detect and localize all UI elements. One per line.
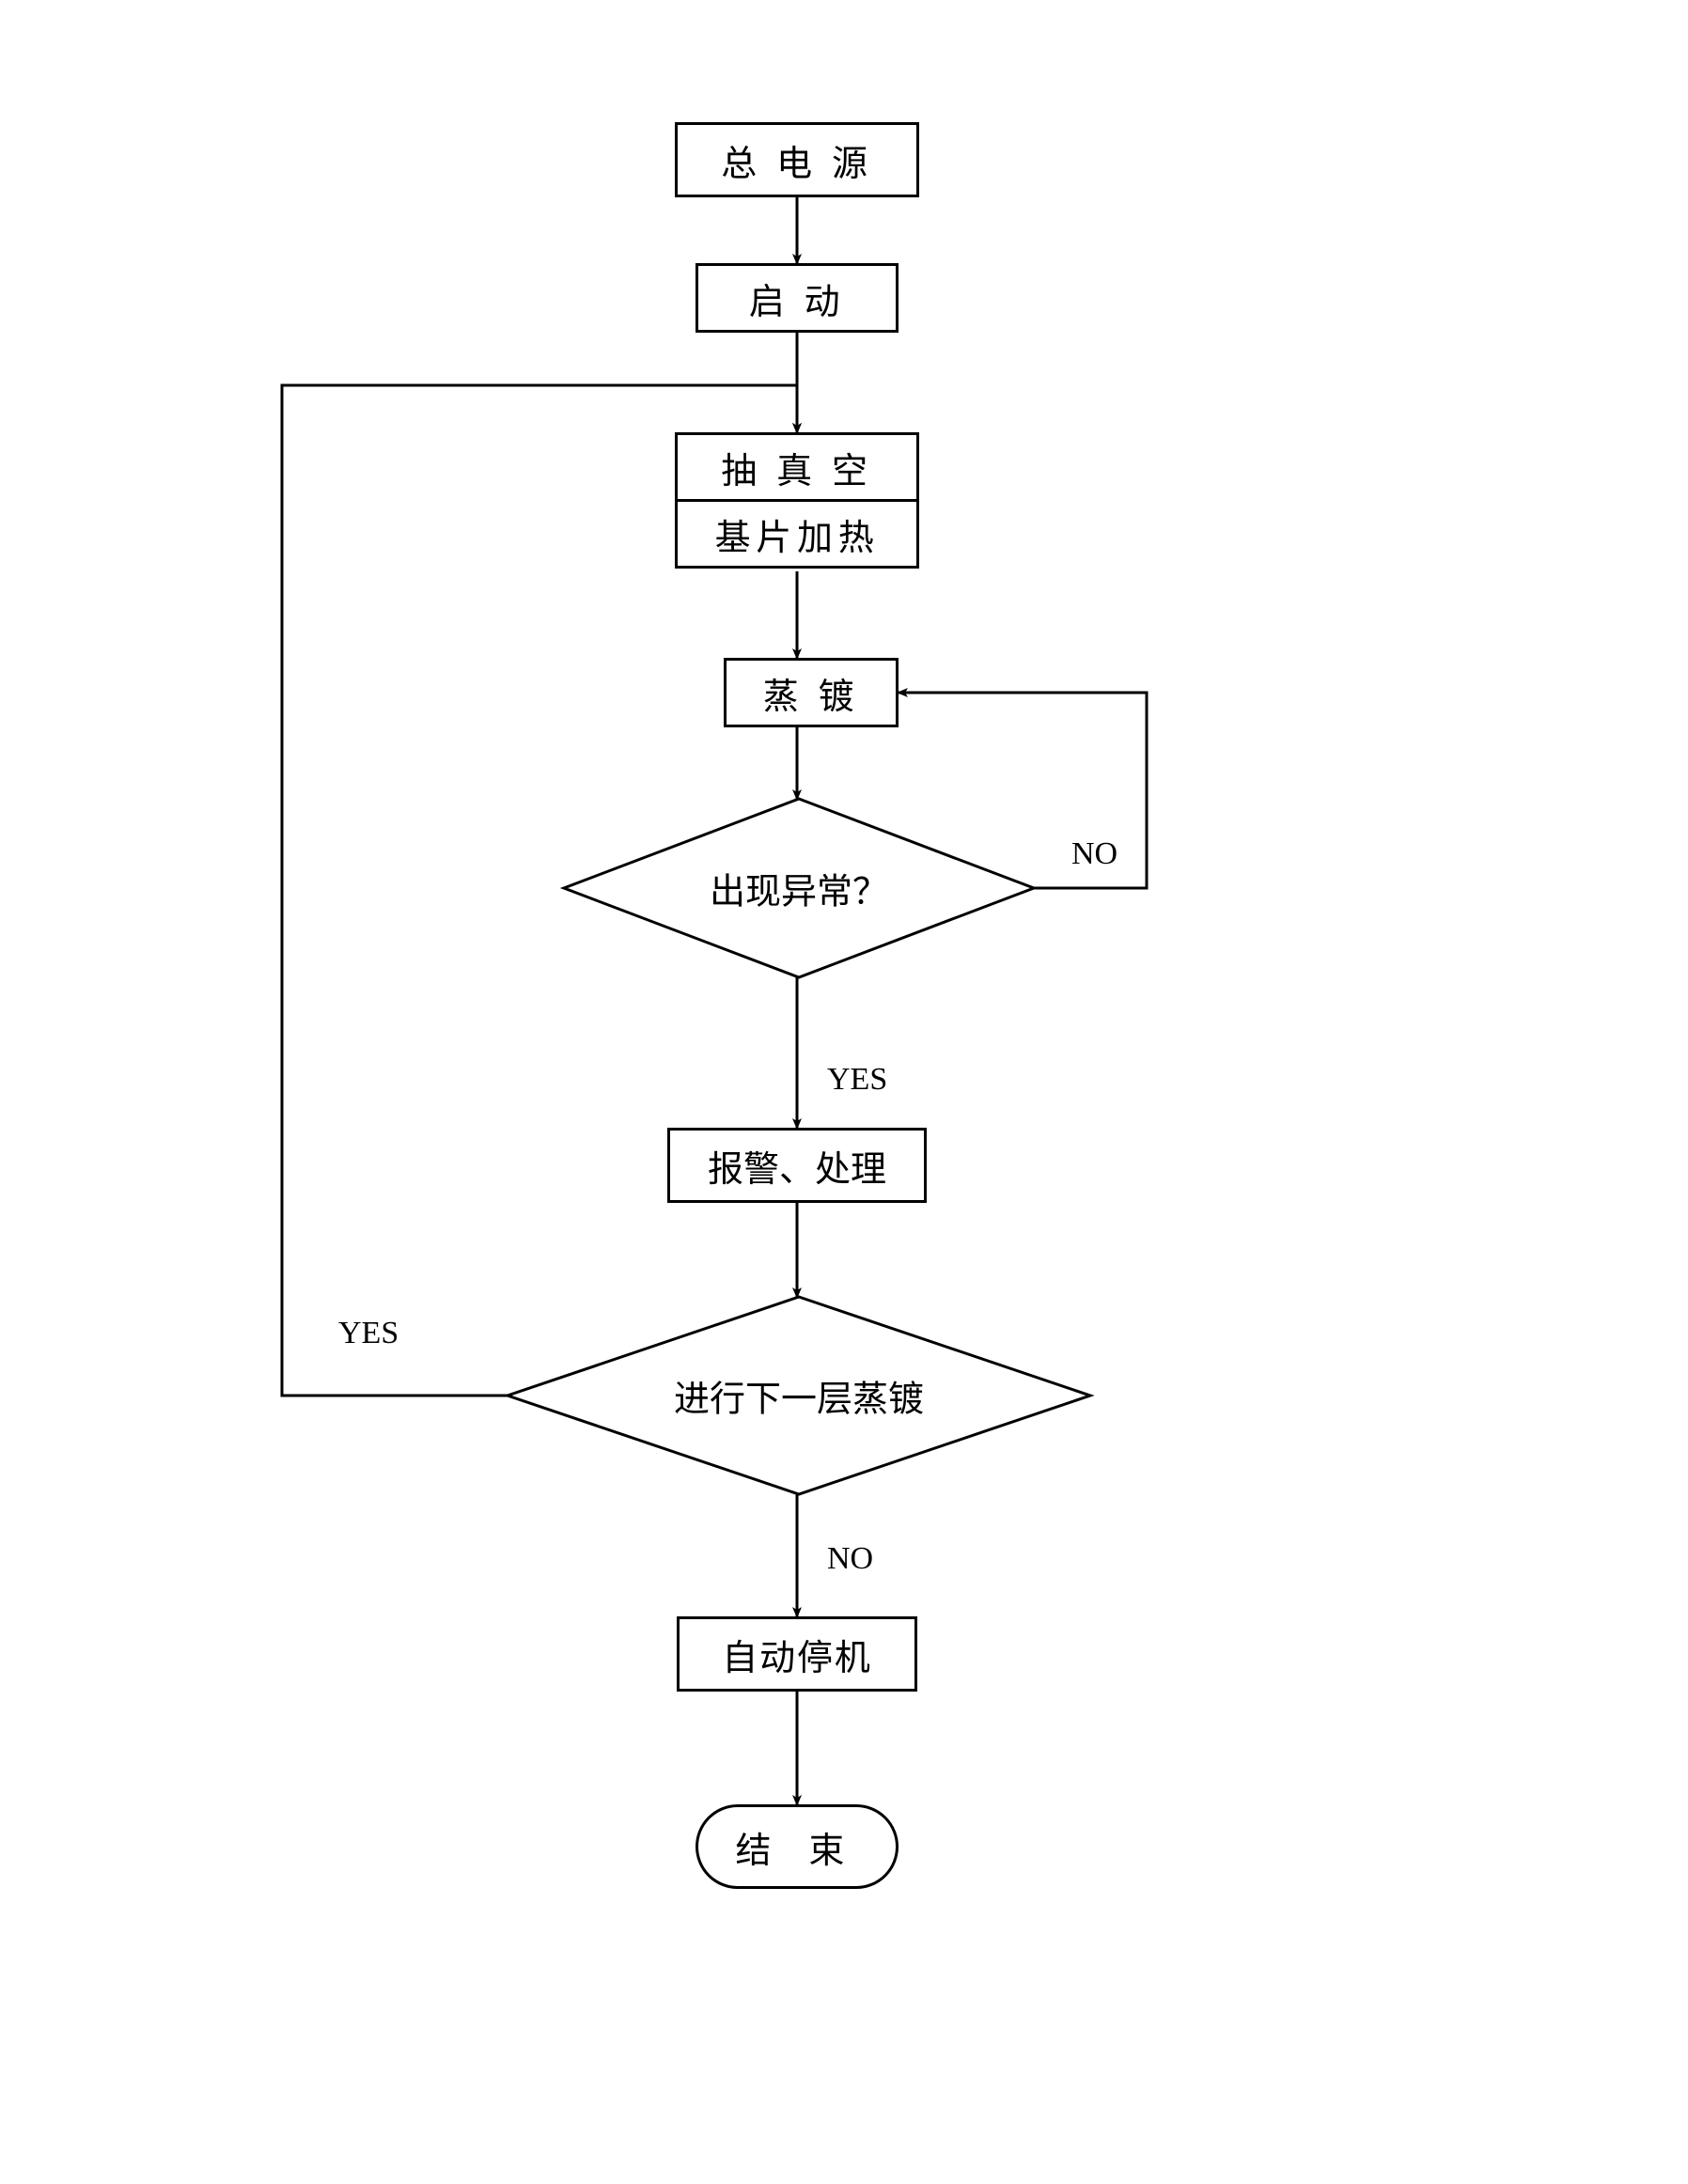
- node-label: 出现异常？: [710, 863, 888, 914]
- label-text: NO: [1071, 836, 1118, 871]
- node-label: 蒸 镀: [763, 667, 860, 719]
- label-text: YES: [338, 1316, 399, 1350]
- edge-label-d2-no: NO: [827, 1541, 873, 1577]
- node-start: 启 动: [696, 263, 899, 333]
- label-text: YES: [827, 1062, 887, 1097]
- node-main-power: 总 电 源: [675, 122, 919, 197]
- node-vacuum: 抽 真 空: [675, 432, 919, 502]
- node-label: 自动停机: [722, 1629, 872, 1680]
- edge-label-d2-yes: YES: [338, 1316, 399, 1351]
- node-label: 进行下一层蒸镀: [674, 1370, 924, 1422]
- node-evaporation: 蒸 镀: [724, 658, 899, 727]
- node-label: 结 束: [735, 1821, 858, 1873]
- node-label: 抽 真 空: [721, 442, 873, 493]
- edge-label-d1-yes: YES: [827, 1062, 887, 1098]
- flowchart-canvas: 总 电 源 启 动 抽 真 空 基片加热 蒸 镀 出现异常？ 报警、处理 进行下…: [0, 0, 1688, 2184]
- node-label: 启 动: [749, 273, 846, 324]
- decision-next-layer: 进行下一层蒸镀: [508, 1297, 1090, 1494]
- label-text: NO: [827, 1541, 873, 1576]
- node-auto-stop: 自动停机: [677, 1616, 917, 1692]
- edge-label-d1-no: NO: [1071, 836, 1118, 872]
- node-substrate-heat: 基片加热: [675, 499, 919, 569]
- node-label: 报警、处理: [708, 1140, 886, 1192]
- node-label: 总 电 源: [721, 134, 873, 186]
- node-end: 结 束: [696, 1804, 899, 1889]
- node-alarm-handle: 报警、处理: [667, 1128, 927, 1203]
- node-label: 基片加热: [715, 508, 880, 560]
- decision-abnormal: 出现异常？: [564, 799, 1034, 977]
